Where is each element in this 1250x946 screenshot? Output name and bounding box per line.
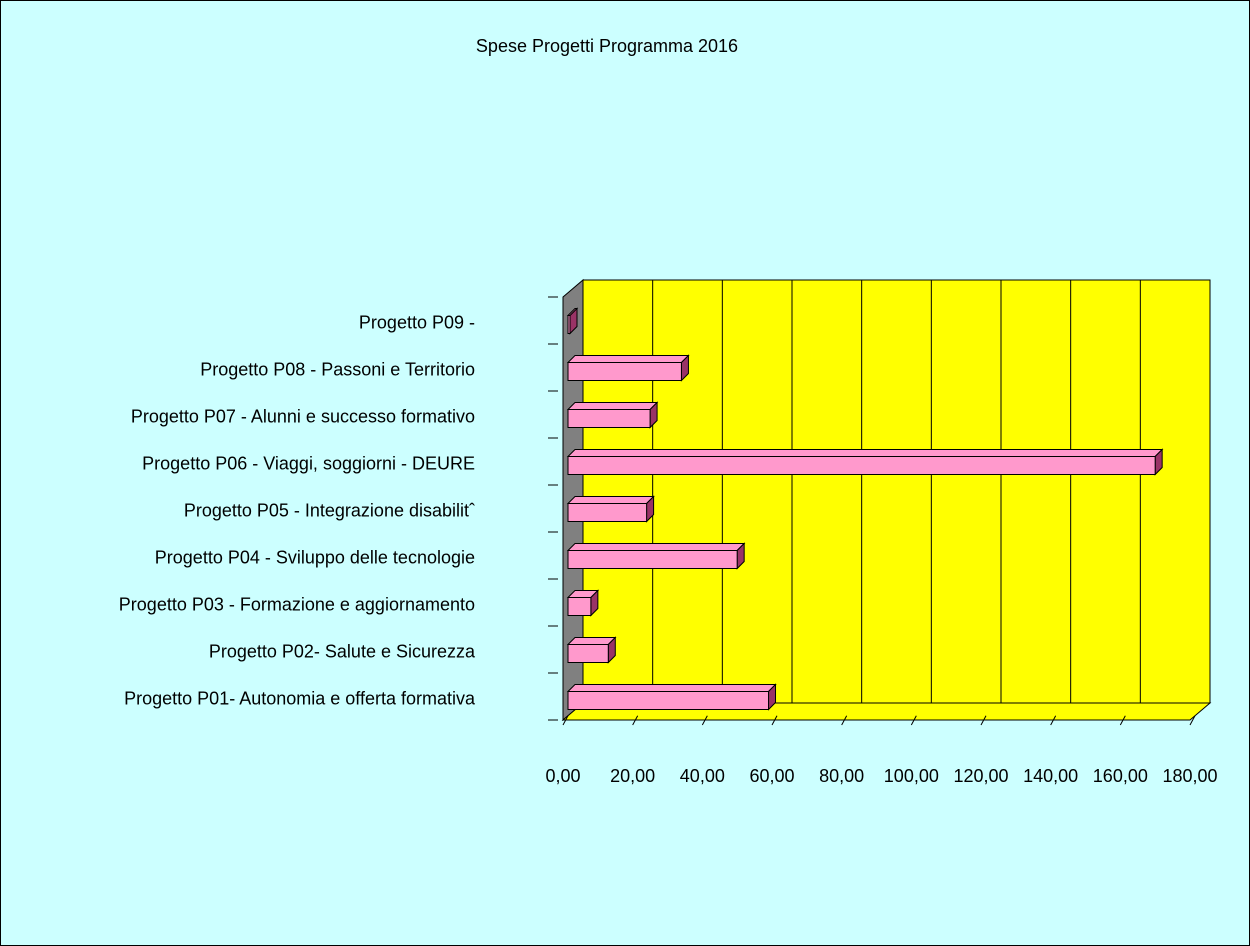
bar (566, 354, 690, 382)
bar-top (566, 543, 746, 551)
x-tick-label: 140,00 (1023, 766, 1078, 786)
bar-front (567, 456, 1156, 475)
bar (566, 683, 777, 711)
bar-front (567, 597, 592, 616)
bar-front (567, 409, 651, 428)
y-tick-label: Progetto P05 - Integrazione disabilitˆ (184, 500, 475, 520)
bar-front (567, 362, 682, 381)
y-tick-label: Progetto P07 - Alunni e successo formati… (131, 406, 475, 426)
y-tick-label: Progetto P01- Autonomia e offerta format… (124, 688, 476, 708)
x-tick (1189, 715, 1196, 726)
bar (566, 589, 600, 617)
x-tick-label: 0,00 (545, 766, 580, 786)
x-tick-label: 100,00 (884, 766, 939, 786)
y-tick-label: Progetto P06 - Viaggi, soggiorni - DEURE (142, 453, 475, 473)
back-wall (582, 279, 1211, 704)
x-tick-label: 160,00 (1093, 766, 1148, 786)
x-tick-label: 80,00 (819, 766, 864, 786)
x-tick-label: 180,00 (1162, 766, 1217, 786)
y-tick-label: Progetto P02- Salute e Sicurezza (209, 641, 476, 661)
y-tick-label: Progetto P04 - Sviluppo delle tecnologie (155, 547, 475, 567)
bar-front (567, 644, 609, 663)
x-tick-label: 20,00 (610, 766, 655, 786)
y-tick-label: Progetto P08 - Passoni e Territorio (200, 359, 475, 379)
bar-top (566, 355, 690, 363)
y-tick-label: Progetto P03 - Formazione e aggiornament… (119, 594, 475, 614)
chart-title: Spese Progetti Programma 2016 (476, 36, 738, 56)
bar-front (567, 691, 770, 710)
bar-top (566, 684, 777, 692)
bar-top (566, 496, 655, 504)
x-tick-label: 40,00 (680, 766, 725, 786)
bar-front (567, 315, 571, 334)
bar (566, 448, 1164, 476)
bar (566, 636, 617, 664)
y-tick-label: Progetto P09 - (359, 312, 475, 332)
bar (566, 307, 579, 335)
bar-top (566, 449, 1164, 457)
bar-top (566, 637, 617, 645)
bar-top (566, 402, 659, 410)
bar (566, 542, 746, 570)
bar-front (567, 550, 738, 569)
x-tick-label: 120,00 (953, 766, 1008, 786)
bar (566, 495, 655, 523)
bar (566, 401, 659, 429)
x-tick-label: 60,00 (749, 766, 794, 786)
bar-front (567, 503, 648, 522)
